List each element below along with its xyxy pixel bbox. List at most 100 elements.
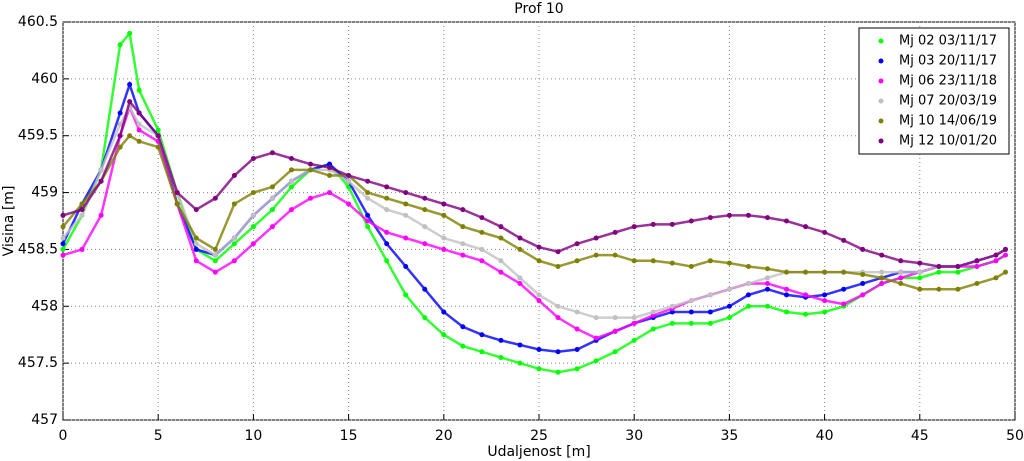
legend-marker xyxy=(878,58,884,64)
point xyxy=(841,301,847,307)
legend-marker xyxy=(878,38,884,44)
legend-label: Mj 12 10/01/20 xyxy=(899,134,997,149)
point xyxy=(574,258,580,264)
point xyxy=(803,292,809,298)
point xyxy=(517,235,523,241)
point xyxy=(536,244,542,250)
point xyxy=(136,87,142,93)
point xyxy=(612,252,618,258)
y-axis-label: Visina [m] xyxy=(1,186,17,257)
point xyxy=(79,201,85,207)
point xyxy=(250,155,256,161)
point xyxy=(822,309,828,315)
point xyxy=(212,269,218,275)
point xyxy=(250,212,256,218)
point xyxy=(822,229,828,235)
point xyxy=(365,212,371,218)
point xyxy=(60,241,66,247)
series-trace xyxy=(62,134,1007,291)
point xyxy=(127,82,133,88)
point xyxy=(631,258,637,264)
point xyxy=(688,218,694,224)
point xyxy=(479,215,485,221)
point xyxy=(631,224,637,230)
legend: Mj 02 03/11/17 Mj 03 20/11/17 Mj 06 23/11/… xyxy=(858,27,1010,155)
point xyxy=(726,212,732,218)
point xyxy=(460,224,466,230)
point xyxy=(612,229,618,235)
point xyxy=(460,324,466,330)
point xyxy=(479,246,485,252)
point xyxy=(136,121,142,127)
point xyxy=(403,212,409,218)
point xyxy=(212,195,218,201)
point xyxy=(365,190,371,196)
point xyxy=(822,292,828,298)
chart-title: Prof 10 xyxy=(514,1,563,17)
point xyxy=(346,173,352,179)
point xyxy=(803,269,809,275)
point xyxy=(441,309,447,315)
point xyxy=(879,252,885,258)
point xyxy=(726,286,732,292)
legend-label: Mj 02 03/11/17 xyxy=(899,34,997,49)
point xyxy=(574,241,580,247)
point xyxy=(822,269,828,275)
point xyxy=(745,292,751,298)
x-tick-label: 10 xyxy=(244,428,262,444)
point xyxy=(517,281,523,287)
point xyxy=(536,258,542,264)
point xyxy=(384,229,390,235)
point xyxy=(574,346,580,352)
point xyxy=(593,335,599,341)
point xyxy=(593,315,599,321)
point xyxy=(308,167,314,173)
point xyxy=(936,286,942,292)
point xyxy=(308,161,314,167)
point xyxy=(860,281,866,287)
point xyxy=(536,346,542,352)
point xyxy=(1002,269,1008,275)
point xyxy=(422,315,428,321)
point xyxy=(174,190,180,196)
point xyxy=(193,258,199,264)
point xyxy=(231,258,237,264)
point xyxy=(764,286,770,292)
point xyxy=(726,260,732,266)
point xyxy=(441,246,447,252)
point xyxy=(288,155,294,161)
point xyxy=(936,263,942,269)
point xyxy=(269,207,275,213)
point xyxy=(669,303,675,309)
point xyxy=(879,281,885,287)
point xyxy=(631,337,637,343)
point xyxy=(841,269,847,275)
point xyxy=(403,263,409,269)
point xyxy=(498,224,504,230)
point xyxy=(193,246,199,252)
point xyxy=(898,258,904,264)
legend-marker xyxy=(878,118,884,124)
point xyxy=(327,173,333,179)
point xyxy=(269,150,275,156)
point xyxy=(98,167,104,173)
point xyxy=(707,309,713,315)
point xyxy=(60,252,66,258)
point xyxy=(288,207,294,213)
point xyxy=(441,212,447,218)
point xyxy=(898,281,904,287)
point xyxy=(917,275,923,281)
x-axis-label: Udaljenost [m] xyxy=(487,444,590,460)
legend-label: Mj 06 23/11/18 xyxy=(899,74,997,89)
point xyxy=(117,144,123,150)
point xyxy=(974,263,980,269)
point xyxy=(98,212,104,218)
point xyxy=(127,99,133,105)
point xyxy=(707,320,713,326)
point xyxy=(79,246,85,252)
point xyxy=(365,195,371,201)
point xyxy=(117,110,123,116)
point xyxy=(346,201,352,207)
legend-label: Mj 03 20/11/17 xyxy=(899,54,997,69)
point xyxy=(879,275,885,281)
